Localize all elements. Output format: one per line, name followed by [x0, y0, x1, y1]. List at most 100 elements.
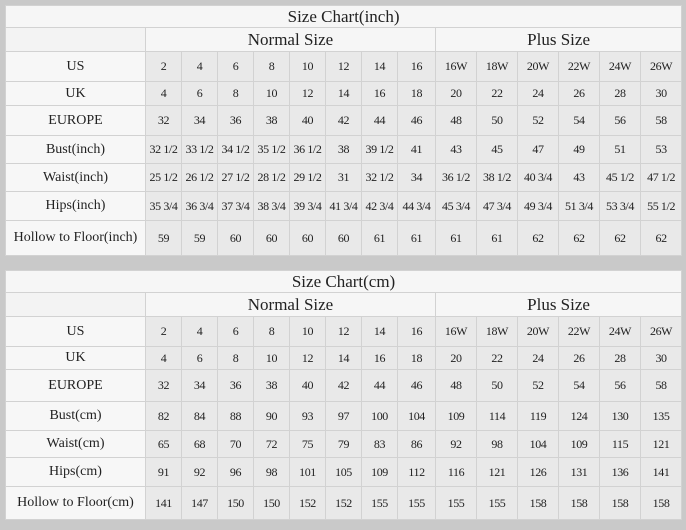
size-cell: 16: [361, 81, 398, 106]
size-cell: 101: [289, 457, 326, 487]
size-cell: 4: [145, 346, 182, 370]
size-cell: 46: [397, 369, 436, 402]
table-row: Waist(inch) 25 1/2 26 1/2 27 1/2 28 1/2 29 1/…: [5, 163, 683, 192]
size-cell: 61: [397, 220, 436, 256]
size-cell: 26W: [639, 51, 683, 82]
group-blank-cell: [5, 27, 146, 52]
size-cell: 16: [397, 51, 436, 82]
size-cell: 44 3/4: [397, 191, 436, 221]
size-cell: 131: [558, 457, 600, 487]
row-label: Hollow to Floor(inch): [5, 220, 146, 256]
size-cell: 88: [217, 401, 254, 431]
size-cell: 54: [558, 369, 600, 402]
size-cell: 6: [181, 346, 218, 370]
size-cell: 14: [361, 51, 398, 82]
size-cell: 6: [181, 81, 218, 106]
size-cell: 26: [558, 81, 600, 106]
size-cell: 56: [599, 369, 641, 402]
size-cell: 8: [253, 316, 290, 347]
size-table: Size Chart(cm) Normal Size Plus Size US 2 4 6 8…: [4, 270, 683, 520]
size-cell: 18W: [476, 51, 518, 82]
size-cell: 38: [253, 369, 290, 402]
size-cell: 30: [639, 81, 683, 106]
size-cell: 29 1/2: [289, 163, 326, 192]
plus-size-header: Plus Size: [434, 292, 683, 317]
size-cell: 20: [435, 346, 477, 370]
size-cell: 34: [181, 369, 218, 402]
size-cell: 33 1/2: [181, 135, 218, 164]
size-cell: 32 1/2: [361, 163, 398, 192]
size-cell: 59: [145, 220, 182, 256]
size-cell: 22W: [558, 51, 600, 82]
table-row: Hollow to Floor(cm) 141 147 150 150 152 152 155…: [5, 486, 683, 520]
size-cell: 50: [476, 369, 518, 402]
row-label: Hips(inch): [5, 191, 146, 221]
size-cell: 152: [325, 486, 362, 520]
size-cell: 56: [599, 105, 641, 136]
row-label: EUROPE: [5, 369, 146, 402]
size-cell: 39 3/4: [289, 191, 326, 221]
row-label: Bust(cm): [5, 401, 146, 431]
size-cell: 48: [435, 105, 477, 136]
size-cell: 112: [397, 457, 436, 487]
size-cell: 96: [217, 457, 254, 487]
size-cell: 135: [639, 401, 683, 431]
table-row: Hips(inch) 35 3/4 36 3/4 37 3/4 38 3/4 39 3/4…: [5, 191, 683, 221]
size-cell: 38 3/4: [253, 191, 290, 221]
size-cell: 2: [145, 51, 182, 82]
size-cell: 18: [397, 81, 436, 106]
size-cell: 22: [476, 346, 518, 370]
size-cell: 38: [253, 105, 290, 136]
size-cell: 60: [253, 220, 290, 256]
size-cell: 12: [325, 51, 362, 82]
size-cell: 20W: [517, 316, 559, 347]
size-cell: 24: [517, 81, 559, 106]
size-table: Size Chart(inch) Normal Size Plus Size US 2 4…: [4, 5, 683, 256]
size-cell: 16W: [435, 316, 477, 347]
size-cell: 38 1/2: [476, 163, 518, 192]
size-cell: 52: [517, 369, 559, 402]
size-cell: 58: [639, 105, 683, 136]
table-row: EUROPE 32 34 36 38 40 42 44 46 48 50 52 54 56 58: [5, 105, 683, 136]
size-cell: 45 3/4: [435, 191, 477, 221]
size-cell: 8: [253, 51, 290, 82]
title-row: Size Chart(cm): [4, 270, 683, 293]
size-cell: 24: [517, 346, 559, 370]
size-cell: 14: [325, 346, 362, 370]
size-cell: 43: [435, 135, 477, 164]
table-row: Hips(cm) 91 92 96 98 101 105 109 112 116 121 126 131…: [5, 457, 683, 487]
size-cell: 16: [361, 346, 398, 370]
size-chart-inch: Size Chart(inch) Normal Size Plus Size US 2 4…: [4, 5, 683, 256]
size-cell: 32 1/2: [145, 135, 182, 164]
size-cell: 150: [253, 486, 290, 520]
size-cell: 34: [181, 105, 218, 136]
size-cell: 38: [325, 135, 362, 164]
size-cell: 90: [253, 401, 290, 431]
size-cell: 4: [145, 81, 182, 106]
size-chart-cm: Size Chart(cm) Normal Size Plus Size US 2 4 6 8…: [4, 270, 683, 520]
size-cell: 124: [558, 401, 600, 431]
size-cell: 2: [145, 316, 182, 347]
size-cell: 92: [181, 457, 218, 487]
size-cell: 28: [599, 346, 641, 370]
normal-size-header: Normal Size: [145, 292, 436, 317]
size-cell: 10: [289, 316, 326, 347]
size-cell: 12: [289, 81, 326, 106]
table-row: Bust(inch) 32 1/2 33 1/2 34 1/2 35 1/2 36 1/2…: [5, 135, 683, 164]
size-cell: 36: [217, 369, 254, 402]
size-cell: 24W: [599, 316, 641, 347]
size-cell: 4: [181, 51, 218, 82]
size-cell: 10: [253, 346, 290, 370]
size-cell: 16: [397, 316, 436, 347]
size-cell: 35 3/4: [145, 191, 182, 221]
size-cell: 37 3/4: [217, 191, 254, 221]
size-cell: 18: [397, 346, 436, 370]
chart-title: Size Chart(inch): [4, 5, 683, 28]
size-cell: 130: [599, 401, 641, 431]
size-cell: 32: [145, 369, 182, 402]
size-cell: 36 3/4: [181, 191, 218, 221]
size-cell: 158: [639, 486, 683, 520]
chart-title: Size Chart(cm): [4, 270, 683, 293]
size-cell: 8: [217, 81, 254, 106]
size-cell: 158: [599, 486, 641, 520]
